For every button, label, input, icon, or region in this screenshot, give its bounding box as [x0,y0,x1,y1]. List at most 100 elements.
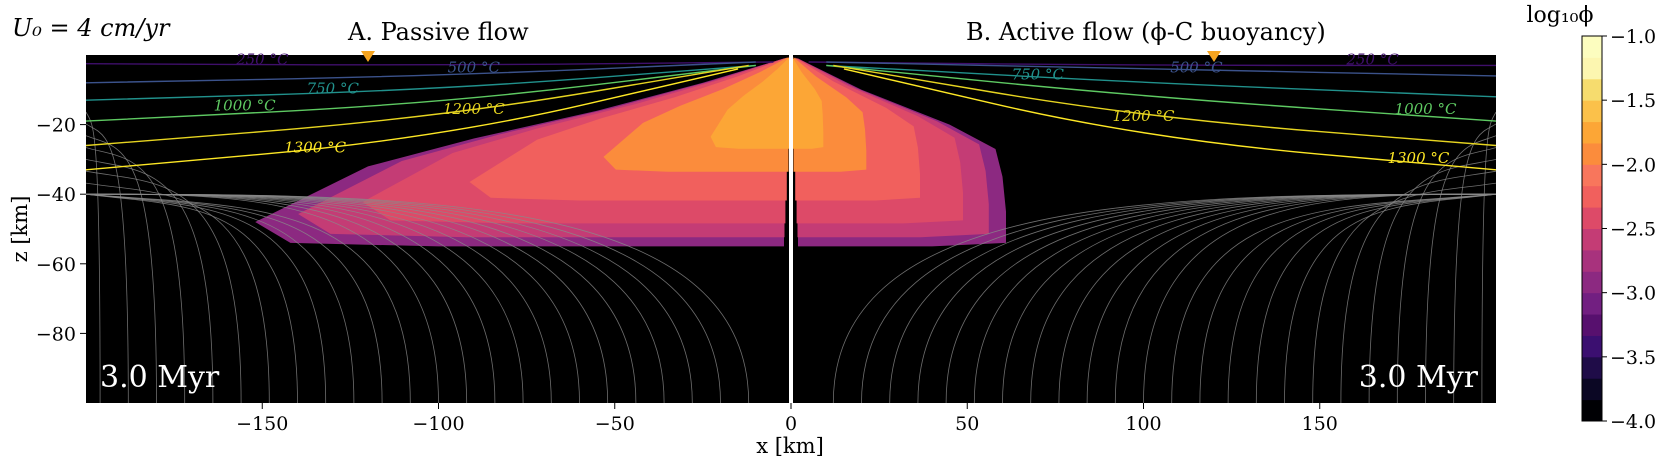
isotherm-left [86,61,756,84]
time-label-left: 3.0 Myr [100,360,220,395]
isotherm-label: 500 °C [448,58,501,76]
streamline [86,135,157,403]
x-tick-label: 100 [1125,413,1161,435]
streamline [86,111,101,403]
colorbar-segment [1582,292,1602,315]
x-tick-label: −150 [236,413,288,435]
streamline [86,193,327,403]
isotherm-left [86,64,749,147]
streamline [1227,193,1496,403]
panel-a-title: A. Passive flow [347,18,529,46]
colorbar-segment [1582,399,1602,422]
isotherm-label: 250 °C [235,50,289,68]
y-tick-label: −80 [36,323,76,345]
isotherm-label: 500 °C [1170,58,1223,76]
colorbar-tick-label: −3.0 [1610,283,1656,305]
colorbar-tick-label: −2.5 [1610,219,1656,241]
isotherm-label: 750 °C [307,79,360,97]
colorbar-tick-label: −3.5 [1610,347,1656,369]
velocity-label: U₀ = 4 cm/yr [12,14,171,42]
y-tick-label: −60 [36,254,76,276]
isotherm-left [86,61,774,66]
isotherms-layer [86,61,1496,171]
isotherm-label: 1200 °C [443,100,505,118]
isotherm-left [86,64,756,122]
time-label-right: 3.0 Myr [1359,360,1479,395]
colorbar-segment [1582,164,1602,187]
location-marker [1207,51,1221,62]
colorbar-segment [1582,121,1602,144]
streamline [1340,170,1496,403]
streamline [86,193,411,403]
x-tick-label: 0 [785,413,797,435]
colorbar-segment [1582,185,1602,208]
streamline [1284,193,1496,403]
isotherm-right [826,64,1496,122]
streamline [1255,193,1496,403]
streamline [86,193,355,403]
colorbar-segment [1582,36,1602,58]
x-tick-label: 50 [955,413,979,435]
streamline [86,170,242,403]
x-tick-label: −50 [595,413,635,435]
isotherm-label: 750 °C [1012,65,1065,83]
isotherm-labels-layer: 250 °C 250 °C 500 °C 500 °C 750 °C 750 °C 1000… [214,50,1457,166]
streamline [86,147,186,403]
colorbar-label: log₁₀ϕ [1527,3,1594,28]
plot-area: 250 °C 250 °C 500 °C 500 °C 750 °C 750 °C 1000… [86,50,1496,403]
isotherm-label: 1300 °C [1387,149,1449,167]
colorbar-segment [1582,228,1602,251]
y-tick-label: −40 [36,184,76,206]
y-tick-label: −20 [36,115,76,137]
isotherm-label: 1200 °C [1113,107,1175,125]
isotherm-right [833,64,1496,147]
melt-band-left-5 [710,56,790,149]
isotherm-left [86,68,739,171]
isotherm-right [826,61,1496,77]
streamline [86,182,270,403]
isotherm-left [86,64,756,101]
y-axis: −20 −40 −60 −80 [36,115,86,345]
colorbar-tick-label: −4.0 [1610,411,1656,433]
colorbar-segment [1582,207,1602,229]
colorbar-segment [1582,378,1602,401]
x-axis: −150 −100 −50 0 50 100 150 [236,403,1338,435]
colorbar-segment [1582,57,1602,80]
x-tick-label: −100 [412,413,464,435]
streamline [1396,147,1496,403]
streamline [1425,135,1496,403]
colorbar-tick-label: −1.5 [1610,90,1656,112]
colorbar-segment [1582,271,1602,294]
streamline [1312,182,1496,403]
isotherm-right [826,64,1496,98]
streamline [86,193,383,403]
x-axis-label: x [km] [756,434,824,458]
melt-region-layer [255,56,1006,247]
isotherm-right [808,61,1496,67]
location-marker [361,51,375,62]
streamline [86,159,214,403]
streamline [1368,159,1496,403]
colorbar-tick-label: −1.0 [1610,26,1656,48]
colorbar-segment [1582,142,1602,165]
colorbar-segment [1582,335,1602,358]
isotherm-label: 1300 °C [284,138,346,156]
y-axis-label: z [km] [8,196,32,263]
streamline [86,123,129,403]
streamline [1199,193,1496,403]
colorbar-segment [1582,314,1602,336]
melt-band-right-5 [792,56,824,149]
isotherm-label: 1000 °C [1395,100,1457,118]
markers-layer [361,51,1221,62]
panel-b-title: B. Active flow (ϕ-C buoyancy) [966,18,1326,46]
streamline [86,193,298,403]
colorbar-segment [1582,100,1602,123]
isotherm-label: 250 °C [1345,51,1399,69]
isotherm-right [843,68,1496,171]
streamline [1481,111,1496,403]
colorbar-tick-label: −2.0 [1610,154,1656,176]
streamlines-layer [86,111,1496,403]
streamline [1171,193,1496,403]
isotherm-label: 1000 °C [214,97,276,115]
